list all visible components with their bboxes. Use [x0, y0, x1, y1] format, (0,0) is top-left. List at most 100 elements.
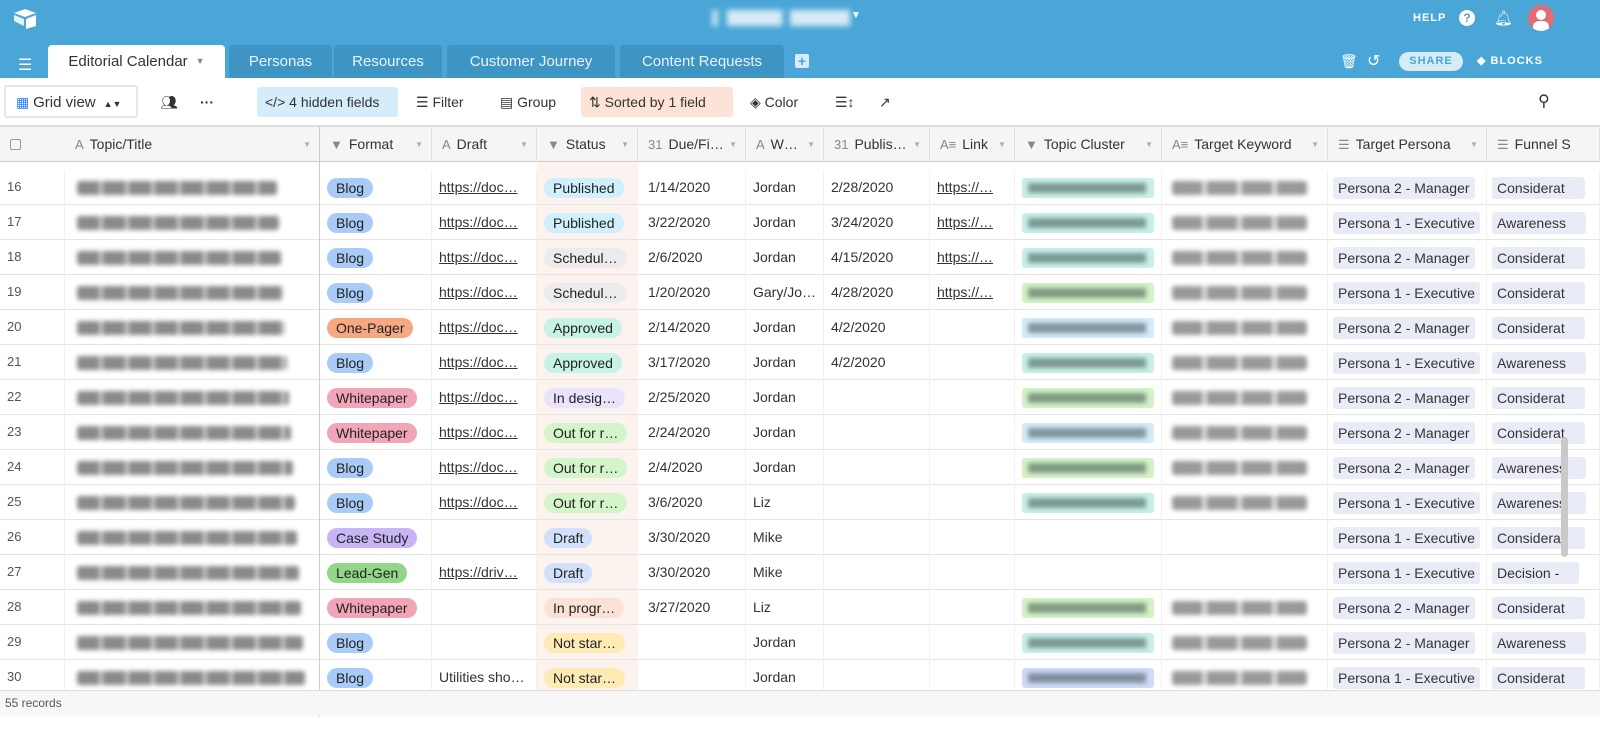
- cell-funnel-stage[interactable]: Considerat: [1487, 415, 1600, 450]
- cell-due-date[interactable]: 3/22/2020: [638, 205, 746, 240]
- cell-link[interactable]: https://…: [930, 170, 1015, 205]
- cell-funnel-stage[interactable]: Awareness: [1487, 345, 1600, 380]
- column-menu-icon[interactable]: ▼: [1470, 140, 1478, 149]
- cell-funnel-stage[interactable]: Considerat: [1487, 590, 1600, 625]
- cell-funnel-stage[interactable]: Considerat: [1487, 380, 1600, 415]
- cell-target-persona[interactable]: Persona 1 - Executive: [1328, 660, 1487, 690]
- cell-draft[interactable]: https://driv…: [432, 555, 537, 590]
- cell-topic-cluster[interactable]: [1015, 625, 1162, 660]
- cell-target-keyword[interactable]: [1162, 310, 1328, 345]
- column-menu-icon[interactable]: ▼: [998, 140, 1006, 149]
- cell-format[interactable]: Lead-Gen: [320, 555, 432, 590]
- cell-format[interactable]: Case Study: [320, 520, 432, 555]
- column-header-due-fi[interactable]: 31 Due/Fi… ▼: [638, 127, 746, 162]
- cell-target-persona[interactable]: Persona 2 - Manager: [1328, 625, 1487, 660]
- cell-link[interactable]: [930, 450, 1015, 485]
- column-header-topic-title[interactable]: A Topic/Title ▼: [65, 127, 320, 162]
- cell-draft[interactable]: https://doc…: [432, 485, 537, 520]
- cell-funnel-stage[interactable]: Considerat: [1487, 240, 1600, 275]
- cell-funnel-stage[interactable]: Awareness: [1487, 205, 1600, 240]
- cell-publish-date[interactable]: [824, 590, 930, 625]
- cell-publish-date[interactable]: [824, 415, 930, 450]
- cell-status[interactable]: Published: [537, 205, 638, 240]
- cell-topic-title[interactable]: [65, 205, 320, 240]
- tab-resources[interactable]: Resources: [334, 45, 442, 78]
- table-row[interactable]: 21 Blog https://doc… Approved 3/17/2020 Jorda…: [0, 345, 1600, 380]
- cell-format[interactable]: Blog: [320, 450, 432, 485]
- help-icon[interactable]: ?: [1459, 10, 1475, 26]
- cell-draft[interactable]: https://doc…: [432, 170, 537, 205]
- column-menu-icon[interactable]: ▼: [621, 140, 629, 149]
- cell-due-date[interactable]: 2/24/2020: [638, 415, 746, 450]
- cell-topic-cluster[interactable]: [1015, 310, 1162, 345]
- cell-link[interactable]: [930, 520, 1015, 555]
- tab-customer-journey[interactable]: Customer Journey: [447, 45, 615, 78]
- table-row[interactable]: 29 Blog Not star… Jordan Persona 2 - Manager…: [0, 625, 1600, 660]
- cell-status[interactable]: In desig…: [537, 380, 638, 415]
- cell-link[interactable]: [930, 485, 1015, 520]
- cell-format[interactable]: Whitepaper: [320, 415, 432, 450]
- cell-topic-cluster[interactable]: [1015, 660, 1162, 690]
- cell-draft[interactable]: https://doc…: [432, 380, 537, 415]
- cell-target-persona[interactable]: Persona 1 - Executive: [1328, 205, 1487, 240]
- cell-topic-cluster[interactable]: [1015, 380, 1162, 415]
- cell-publish-date[interactable]: [824, 380, 930, 415]
- cell-link[interactable]: https://…: [930, 240, 1015, 275]
- cell-topic-cluster[interactable]: [1015, 590, 1162, 625]
- table-row[interactable]: 27 Lead-Gen https://driv… Draft 3/30/2020 Mik…: [0, 555, 1600, 590]
- cell-target-persona[interactable]: Persona 1 - Executive: [1328, 275, 1487, 310]
- cell-draft[interactable]: https://doc…: [432, 415, 537, 450]
- cell-topic-title[interactable]: [65, 275, 320, 310]
- cell-topic-cluster[interactable]: [1015, 555, 1162, 590]
- cell-topic-cluster[interactable]: [1015, 275, 1162, 310]
- cell-draft[interactable]: https://doc…: [432, 205, 537, 240]
- cell-writer[interactable]: Jordan: [746, 380, 824, 415]
- cell-topic-title[interactable]: [65, 625, 320, 660]
- table-row[interactable]: 18 Blog https://doc… Schedul… 2/6/2020 Jordan…: [0, 240, 1600, 275]
- cell-draft[interactable]: https://doc…: [432, 450, 537, 485]
- search-icon[interactable]: ⚲: [1538, 93, 1550, 110]
- column-header-format[interactable]: ▼ Format ▼: [320, 127, 432, 162]
- cell-topic-title[interactable]: [65, 345, 320, 380]
- hamburger-menu-icon[interactable]: ☰: [18, 57, 33, 74]
- cell-status[interactable]: Approved: [537, 310, 638, 345]
- column-menu-icon[interactable]: ▼: [520, 140, 528, 149]
- cell-target-persona[interactable]: Persona 2 - Manager: [1328, 380, 1487, 415]
- cell-topic-title[interactable]: [65, 415, 320, 450]
- cell-topic-title[interactable]: [65, 660, 320, 690]
- cell-target-keyword[interactable]: [1162, 345, 1328, 380]
- cell-publish-date[interactable]: 4/15/2020: [824, 240, 930, 275]
- cell-target-keyword[interactable]: [1162, 625, 1328, 660]
- draft-value[interactable]: https://doc…: [439, 389, 518, 405]
- table-row[interactable]: 16 Blog https://doc… Published 1/14/2020 Jord…: [0, 170, 1600, 205]
- cell-publish-date[interactable]: [824, 555, 930, 590]
- group-button[interactable]: ▤ Group: [492, 87, 564, 117]
- cell-target-persona[interactable]: Persona 2 - Manager: [1328, 310, 1487, 345]
- cell-link[interactable]: [930, 415, 1015, 450]
- cell-writer[interactable]: Mike: [746, 520, 824, 555]
- cell-target-persona[interactable]: Persona 1 - Executive: [1328, 345, 1487, 380]
- cell-link[interactable]: [930, 345, 1015, 380]
- draft-value[interactable]: https://doc…: [439, 354, 518, 370]
- cell-status[interactable]: Out for r…: [537, 415, 638, 450]
- cell-due-date[interactable]: 2/6/2020: [638, 240, 746, 275]
- cell-link[interactable]: [930, 555, 1015, 590]
- column-header-topic-cluster[interactable]: ▼ Topic Cluster ▼: [1015, 127, 1162, 162]
- cell-due-date[interactable]: 1/14/2020: [638, 170, 746, 205]
- table-row[interactable]: 26 Case Study Draft 3/30/2020 Mike Persona 1 …: [0, 520, 1600, 555]
- column-header-funnel-s[interactable]: ☰ Funnel S: [1487, 127, 1600, 162]
- more-options-icon[interactable]: ···: [200, 94, 214, 110]
- cell-due-date[interactable]: 3/30/2020: [638, 520, 746, 555]
- cell-link[interactable]: https://…: [930, 275, 1015, 310]
- cell-topic-title[interactable]: [65, 555, 320, 590]
- cell-funnel-stage[interactable]: Considerat: [1487, 310, 1600, 345]
- cell-topic-cluster[interactable]: [1015, 415, 1162, 450]
- cell-publish-date[interactable]: [824, 450, 930, 485]
- cell-link[interactable]: [930, 625, 1015, 660]
- column-menu-icon[interactable]: ▼: [303, 140, 311, 149]
- cell-topic-cluster[interactable]: [1015, 450, 1162, 485]
- cell-target-persona[interactable]: Persona 2 - Manager: [1328, 450, 1487, 485]
- cell-topic-title[interactable]: [65, 170, 320, 205]
- cell-funnel-stage[interactable]: Considerat: [1487, 660, 1600, 690]
- draft-value[interactable]: https://doc…: [439, 319, 518, 335]
